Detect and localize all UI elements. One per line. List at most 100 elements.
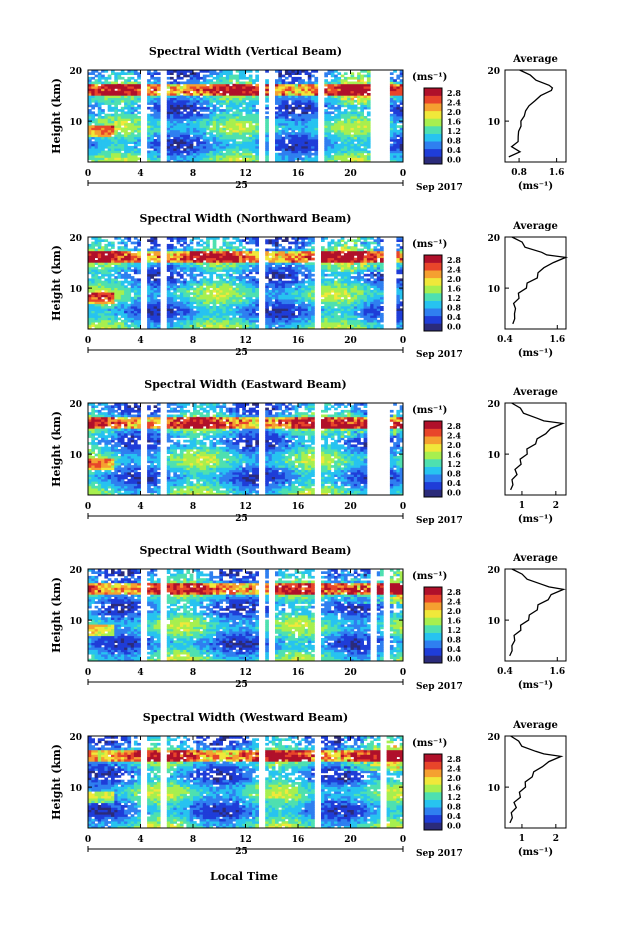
heatmap-cell xyxy=(350,74,355,78)
heatmap-cell xyxy=(219,266,223,270)
heatmap-cell xyxy=(107,287,112,291)
heatmap-cell xyxy=(242,285,246,288)
heatmap-cell xyxy=(101,125,105,128)
heatmap-cell xyxy=(133,257,138,261)
heatmap-cell xyxy=(91,237,95,240)
heatmap-cell xyxy=(232,324,237,328)
heatmap-cell xyxy=(298,283,302,286)
heatmap-cell xyxy=(107,81,112,85)
heatmap-cell xyxy=(275,266,279,270)
heatmap-cell xyxy=(389,97,394,101)
heatmap-cell xyxy=(133,122,138,126)
heatmap-cell xyxy=(232,157,237,161)
heatmap-cell xyxy=(120,257,125,261)
heatmap-cell xyxy=(179,294,184,298)
heatmap-cell xyxy=(209,70,214,73)
heatmap-cell xyxy=(173,315,177,318)
heatmap-cell xyxy=(120,127,125,131)
heatmap-cell xyxy=(353,83,358,87)
heatmap-cell xyxy=(97,102,102,105)
heatmap-cell xyxy=(88,143,92,147)
heatmap-cell xyxy=(173,88,177,92)
heatmap-cell xyxy=(104,260,109,263)
heatmap-cell xyxy=(291,283,296,286)
heatmap-cell xyxy=(366,104,371,108)
heatmap-cell xyxy=(278,253,282,256)
heatmap-cell xyxy=(288,70,292,73)
heatmap-cell xyxy=(393,95,397,98)
heatmap-cell xyxy=(97,257,102,261)
heatmap-cell xyxy=(298,264,302,268)
heatmap-cell xyxy=(291,322,296,325)
heatmap-cell xyxy=(360,143,364,147)
heatmap-cell xyxy=(209,148,214,151)
heatmap-cell xyxy=(245,129,250,133)
heatmap-cell xyxy=(268,310,273,314)
heatmap-cell xyxy=(291,157,296,161)
heatmap-cell xyxy=(393,134,397,138)
heatmap-cell xyxy=(252,312,256,316)
heatmap-cell xyxy=(350,136,355,140)
heatmap-cell xyxy=(94,237,99,240)
heatmap-cell xyxy=(255,113,259,117)
heatmap-cell xyxy=(291,141,296,144)
heatmap-cell xyxy=(284,308,289,311)
heatmap-cell xyxy=(147,271,151,275)
heatmap-cell xyxy=(127,150,132,154)
heatmap-cell xyxy=(206,118,210,121)
heatmap-cell xyxy=(393,113,397,117)
heatmap-cell xyxy=(91,148,95,151)
heatmap-cell xyxy=(235,276,240,279)
heatmap-cell xyxy=(94,324,99,328)
heatmap-cell xyxy=(88,79,92,82)
heatmap-cell xyxy=(193,81,197,85)
heatmap-cell xyxy=(127,93,132,96)
heatmap-cell xyxy=(242,294,246,298)
heatmap-cell xyxy=(94,93,99,96)
heatmap-cell xyxy=(94,303,99,307)
heatmap-cell xyxy=(248,248,253,252)
heatmap-cell xyxy=(176,317,181,321)
heatmap-cell xyxy=(179,308,184,311)
heatmap-cell xyxy=(133,150,138,154)
heatmap-cell xyxy=(104,257,109,261)
heatmap-cell xyxy=(238,152,243,156)
heatmap-cell xyxy=(327,159,332,163)
heatmap-cell xyxy=(117,109,122,112)
heatmap-cell xyxy=(156,83,161,87)
heatmap-cell xyxy=(235,248,240,252)
heatmap-cell xyxy=(337,125,342,128)
heatmap-cell xyxy=(133,116,138,119)
heatmap-cell xyxy=(91,253,95,256)
heatmap-cell xyxy=(166,148,171,151)
heatmap-cell xyxy=(245,308,250,311)
heatmap-cell xyxy=(120,273,125,277)
heatmap-cell xyxy=(232,129,237,133)
heatmap-cell xyxy=(271,303,276,307)
heatmap-cell xyxy=(166,159,171,163)
heatmap-cell xyxy=(219,285,223,288)
heatmap-cell xyxy=(291,299,296,302)
heatmap-cell xyxy=(97,308,102,311)
heatmap-cell xyxy=(124,312,128,316)
heatmap-cell xyxy=(147,134,151,138)
heatmap-cell xyxy=(88,255,92,259)
heatmap-cell xyxy=(209,312,214,316)
heatmap-cell xyxy=(350,134,355,138)
heatmap-cell xyxy=(202,280,207,284)
heatmap-cell xyxy=(137,280,141,284)
heatmap-cell xyxy=(235,95,240,98)
heatmap-cell xyxy=(107,301,112,305)
heatmap-cell xyxy=(278,243,282,247)
heatmap-cell xyxy=(114,266,118,270)
heatmap-cell xyxy=(94,273,99,277)
heatmap-cell xyxy=(183,99,187,103)
heatmap-cell xyxy=(222,255,227,259)
heatmap-cell xyxy=(294,260,299,263)
heatmap-cell xyxy=(156,99,161,103)
heatmap-cell xyxy=(216,79,220,82)
heatmap-cell xyxy=(101,317,105,321)
heatmap-cell xyxy=(199,129,204,133)
heatmap-cell xyxy=(137,136,141,140)
heatmap-cell xyxy=(314,148,319,151)
